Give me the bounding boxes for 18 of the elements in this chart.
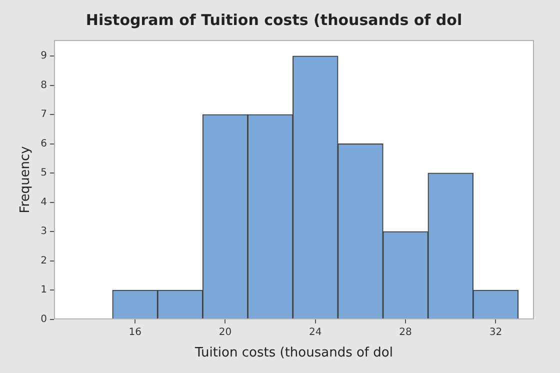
y-tick-label: 1 <box>40 284 47 296</box>
x-tick-label: 32 <box>489 326 502 338</box>
y-tick-label: 7 <box>40 109 47 120</box>
x-tick-label: 20 <box>218 326 232 338</box>
y-tick-label: 4 <box>40 196 47 208</box>
y-tick-label: 6 <box>40 138 47 150</box>
y-tick-label: 9 <box>40 50 47 62</box>
y-tick-label: 3 <box>40 226 47 238</box>
y-tick-label: 0 <box>40 314 47 325</box>
x-tick-label: 28 <box>399 326 412 338</box>
y-axis-title: Frequency <box>18 146 34 214</box>
y-tick-label: 5 <box>40 168 47 179</box>
chart-title: Histogram of Tuition costs (thousands of dol <box>86 10 462 29</box>
x-tick-label: 24 <box>309 326 322 338</box>
y-tick-label: 8 <box>40 80 47 91</box>
y-tick-label: 2 <box>40 255 47 266</box>
x-axis-title: Tuition costs (thousands of dol <box>194 346 393 361</box>
x-tick-label: 16 <box>128 326 142 338</box>
